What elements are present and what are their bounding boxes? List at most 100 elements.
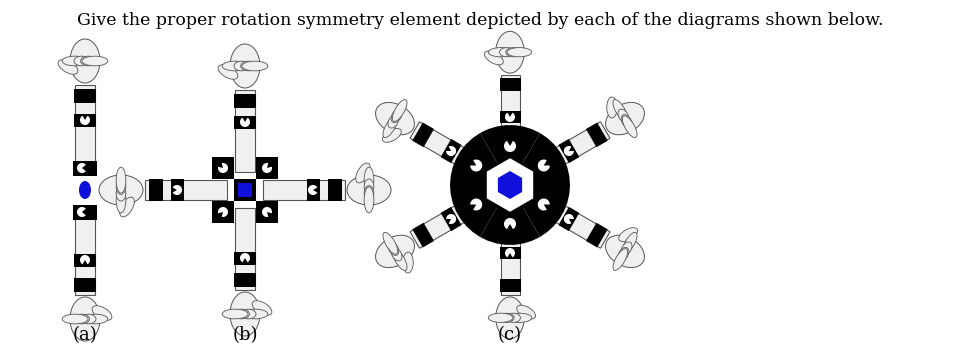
Wedge shape: [446, 146, 456, 156]
Wedge shape: [218, 207, 228, 217]
Polygon shape: [74, 89, 96, 103]
Wedge shape: [80, 255, 90, 264]
Ellipse shape: [364, 179, 373, 194]
Bar: [238, 183, 252, 197]
Ellipse shape: [116, 186, 126, 201]
Polygon shape: [410, 186, 499, 248]
Polygon shape: [234, 94, 256, 108]
Ellipse shape: [375, 103, 415, 135]
Ellipse shape: [81, 314, 96, 324]
Wedge shape: [504, 141, 516, 152]
Polygon shape: [75, 207, 95, 295]
Polygon shape: [74, 113, 96, 126]
Wedge shape: [470, 159, 482, 171]
Ellipse shape: [506, 313, 520, 323]
Ellipse shape: [62, 56, 88, 66]
Polygon shape: [306, 179, 320, 201]
Ellipse shape: [489, 313, 513, 323]
Ellipse shape: [222, 61, 248, 71]
Ellipse shape: [241, 61, 256, 71]
Polygon shape: [234, 116, 256, 129]
Wedge shape: [262, 163, 272, 173]
Ellipse shape: [70, 39, 100, 83]
Ellipse shape: [116, 167, 126, 193]
Polygon shape: [234, 273, 256, 287]
Wedge shape: [218, 163, 228, 173]
Ellipse shape: [382, 129, 401, 142]
Ellipse shape: [606, 103, 644, 135]
Polygon shape: [75, 85, 95, 173]
Wedge shape: [173, 185, 182, 195]
Polygon shape: [410, 122, 499, 184]
Polygon shape: [171, 179, 183, 201]
Ellipse shape: [79, 181, 91, 199]
Ellipse shape: [59, 60, 78, 74]
Ellipse shape: [606, 235, 644, 267]
Ellipse shape: [622, 116, 637, 138]
Polygon shape: [263, 180, 345, 200]
Ellipse shape: [74, 314, 89, 324]
Ellipse shape: [116, 179, 126, 194]
Ellipse shape: [506, 48, 520, 57]
Ellipse shape: [234, 61, 250, 71]
Polygon shape: [145, 180, 227, 200]
Wedge shape: [538, 159, 550, 171]
Polygon shape: [499, 247, 520, 259]
Ellipse shape: [222, 309, 248, 319]
Ellipse shape: [364, 167, 373, 193]
Wedge shape: [564, 214, 574, 224]
Wedge shape: [308, 185, 318, 195]
Ellipse shape: [252, 301, 272, 315]
Ellipse shape: [613, 100, 628, 121]
Polygon shape: [441, 207, 462, 231]
Ellipse shape: [82, 314, 108, 324]
Wedge shape: [505, 113, 515, 122]
Ellipse shape: [516, 305, 536, 319]
Bar: [73, 204, 97, 220]
Text: (a): (a): [73, 326, 97, 344]
Polygon shape: [521, 122, 610, 184]
Wedge shape: [262, 207, 272, 217]
Bar: [73, 161, 97, 175]
Polygon shape: [441, 139, 462, 163]
Ellipse shape: [495, 31, 524, 73]
Ellipse shape: [92, 306, 112, 320]
Polygon shape: [74, 278, 96, 292]
Polygon shape: [521, 186, 610, 248]
Polygon shape: [327, 179, 342, 201]
Polygon shape: [480, 125, 540, 185]
Polygon shape: [559, 207, 579, 231]
Ellipse shape: [347, 175, 391, 205]
Ellipse shape: [621, 242, 632, 256]
Polygon shape: [559, 139, 579, 163]
Ellipse shape: [489, 48, 513, 57]
Ellipse shape: [621, 114, 632, 128]
Polygon shape: [500, 203, 519, 295]
Ellipse shape: [70, 297, 100, 341]
Text: Give the proper rotation symmetry element depicted by each of the diagrams shown: Give the proper rotation symmetry elemen…: [77, 12, 883, 29]
Bar: [256, 157, 278, 179]
Ellipse shape: [383, 116, 397, 138]
Ellipse shape: [74, 56, 89, 66]
Ellipse shape: [230, 44, 260, 88]
Wedge shape: [80, 116, 90, 125]
Ellipse shape: [383, 232, 397, 254]
Polygon shape: [500, 75, 519, 167]
Ellipse shape: [375, 235, 415, 267]
Polygon shape: [480, 185, 540, 245]
Polygon shape: [235, 90, 255, 172]
Polygon shape: [149, 179, 162, 201]
Ellipse shape: [364, 187, 373, 213]
Polygon shape: [499, 279, 520, 292]
Ellipse shape: [507, 313, 532, 323]
Text: (b): (b): [232, 326, 257, 344]
Polygon shape: [586, 122, 608, 147]
Ellipse shape: [120, 197, 134, 217]
Ellipse shape: [613, 249, 628, 270]
Ellipse shape: [618, 109, 629, 123]
Polygon shape: [499, 111, 520, 123]
Wedge shape: [564, 146, 574, 156]
Bar: [256, 201, 278, 223]
Ellipse shape: [388, 242, 398, 256]
Polygon shape: [74, 253, 96, 266]
